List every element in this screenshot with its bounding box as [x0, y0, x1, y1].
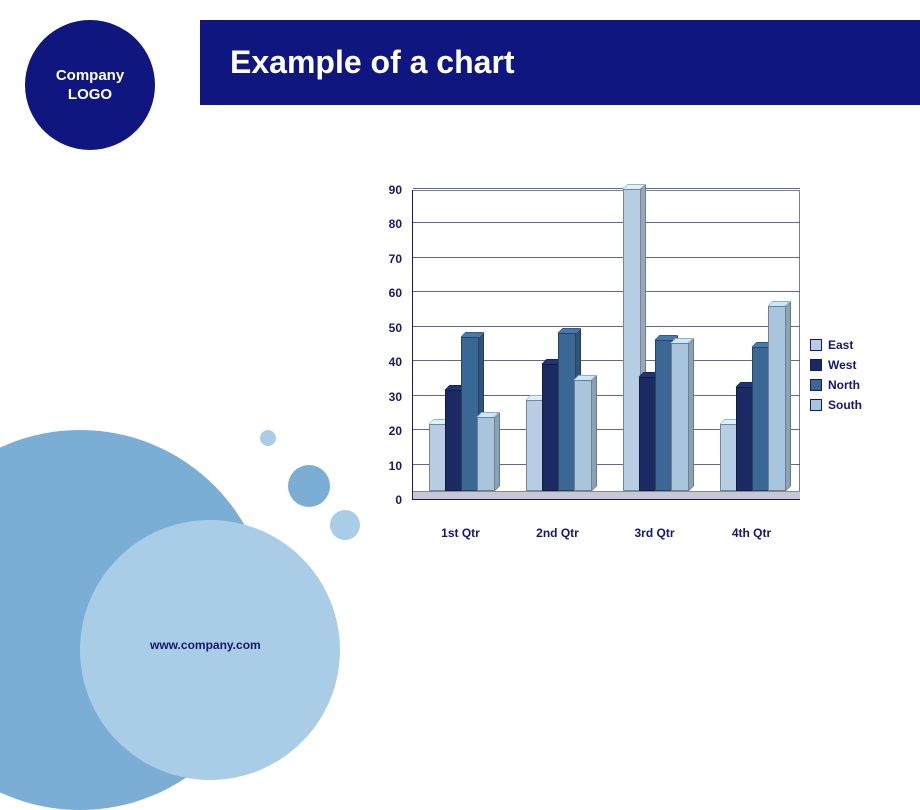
- y-tick-label: 70: [389, 252, 402, 266]
- x-category-label: 3rd Qtr: [606, 520, 703, 560]
- y-tick-label: 10: [389, 459, 402, 473]
- legend: East West North South: [810, 332, 880, 418]
- decorative-circle: [330, 510, 360, 540]
- bar-group: [607, 189, 704, 499]
- y-tick-label: 40: [389, 355, 402, 369]
- page-title: Example of a chart: [230, 44, 515, 81]
- legend-label: West: [828, 358, 856, 372]
- decorative-circle: [260, 430, 276, 446]
- legend-label: South: [828, 398, 862, 412]
- x-category-label: 1st Qtr: [412, 520, 509, 560]
- y-tick-label: 50: [389, 321, 402, 335]
- decorative-circle: [288, 465, 330, 507]
- bar: [671, 343, 689, 491]
- legend-swatch: [810, 379, 822, 391]
- bar-group: [510, 333, 607, 499]
- logo-line2: LOGO: [68, 85, 112, 105]
- legend-swatch: [810, 339, 822, 351]
- y-tick-label: 30: [389, 390, 402, 404]
- y-axis: 0102030405060708090: [370, 190, 408, 500]
- x-category-label: 4th Qtr: [703, 520, 800, 560]
- legend-item: North: [810, 378, 880, 392]
- footer-url: www.company.com: [150, 638, 261, 652]
- title-bar: Example of a chart: [200, 20, 920, 105]
- legend-swatch: [810, 399, 822, 411]
- x-axis: 1st Qtr2nd Qtr3rd Qtr4th Qtr: [412, 520, 800, 560]
- bar: [768, 306, 786, 491]
- bar-group: [703, 306, 800, 499]
- company-logo: Company LOGO: [25, 20, 155, 150]
- legend-label: North: [828, 378, 860, 392]
- legend-swatch: [810, 359, 822, 371]
- y-tick-label: 90: [389, 183, 402, 197]
- legend-item: West: [810, 358, 880, 372]
- logo-line1: Company: [56, 66, 124, 86]
- legend-label: East: [828, 338, 853, 352]
- y-tick-label: 20: [389, 424, 402, 438]
- bar: [574, 380, 592, 491]
- x-category-label: 2nd Qtr: [509, 520, 606, 560]
- y-tick-label: 60: [389, 286, 402, 300]
- legend-item: East: [810, 338, 880, 352]
- bar: [477, 417, 495, 491]
- legend-item: South: [810, 398, 880, 412]
- bar-chart: 0102030405060708090 1st Qtr2nd Qtr3rd Qt…: [370, 190, 880, 560]
- plot-area: [412, 190, 800, 500]
- bar-group: [413, 337, 510, 499]
- y-tick-label: 0: [395, 493, 402, 507]
- y-tick-label: 80: [389, 217, 402, 231]
